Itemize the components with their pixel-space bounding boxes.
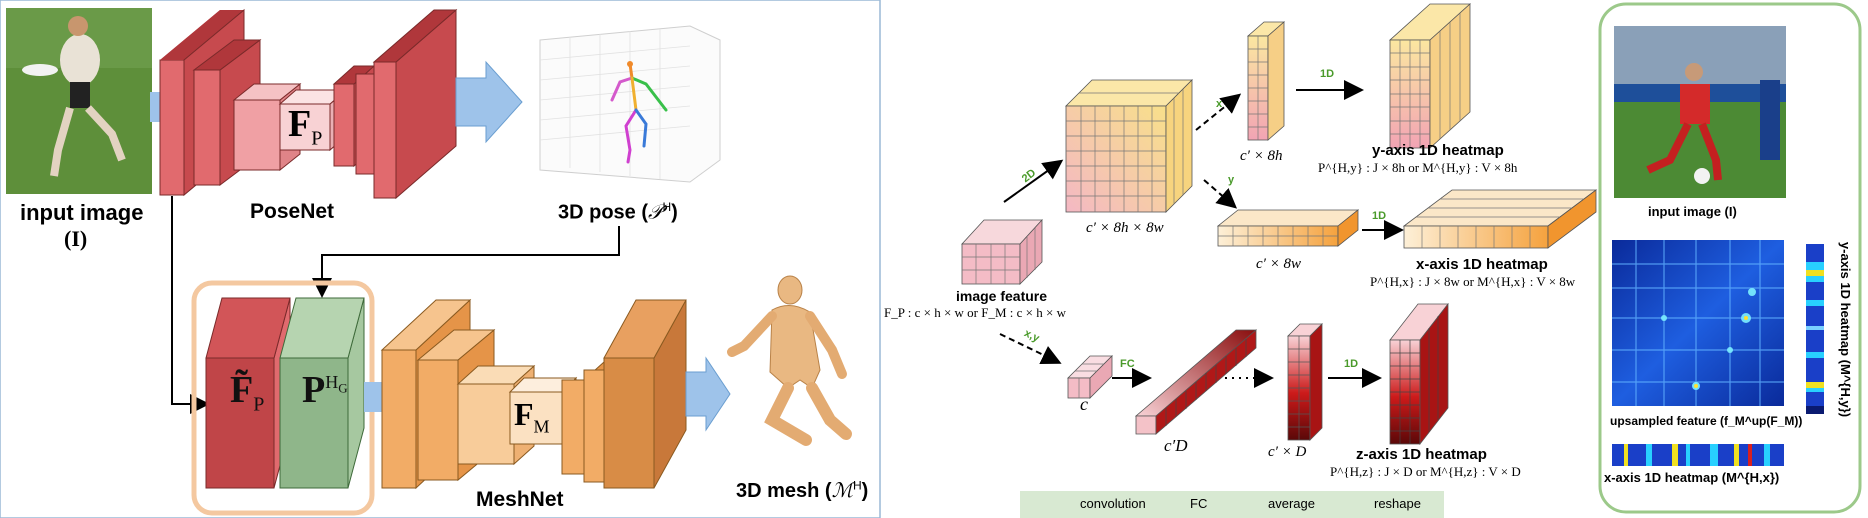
x-axis-heatmap-strip (1612, 444, 1784, 466)
y-axis-heatmap-strip (1806, 244, 1824, 414)
cxD-label: c′ × D (1268, 444, 1307, 460)
right-input-image-label: input image (I) (1648, 204, 1737, 219)
edge-y-arrow (1203, 179, 1238, 209)
z-heatmap-title: z-axis 1D heatmap (1356, 446, 1487, 463)
x-row (1216, 209, 1360, 247)
left-panel (0, 0, 881, 518)
edge-1d-y-label: 1D (1320, 68, 1335, 80)
y-column (1246, 21, 1286, 141)
image-feature-label: image feature (956, 288, 1048, 304)
y-heatmap-title: y-axis 1D heatmap (1372, 142, 1504, 159)
z-heatmap-stack (1389, 302, 1449, 446)
x-heatmap-formula: P^{H,x} : J × 8w or M^{H,x} : V × 8w (1370, 274, 1576, 289)
x-heatmap-title: x-axis 1D heatmap (1416, 256, 1548, 273)
c-label: c (1080, 394, 1088, 414)
upsampled-feature-label: upsampled feature (f_M^up(F_M)) (1610, 414, 1803, 428)
volume-cube (1065, 79, 1193, 213)
cD-label: c′D (1164, 436, 1188, 455)
meshnet-output-arrow (685, 356, 731, 432)
phg-symbol: PHG (302, 369, 348, 411)
mesh3d-label: 3D mesh (ℳH) (736, 478, 869, 502)
edge-xy-arrow (999, 333, 1062, 365)
cxD-column (1287, 323, 1323, 441)
edge-1d-x-label: 1D (1372, 210, 1387, 222)
input-image-label: input image (20, 200, 144, 225)
fm-symbol: FM (514, 396, 550, 437)
y-heatmap-strip-label: y-axis 1D heatmap (M^{H,y}) (1838, 241, 1854, 418)
x-heatmap-strip-label: x-axis 1D heatmap (M^{H,x}) (1604, 470, 1780, 485)
y-heatmap-stack (1388, 3, 1472, 149)
x-row-label: c′ × 8w (1256, 256, 1302, 272)
legend (1020, 491, 1444, 518)
edge-y-label: y (1228, 174, 1235, 186)
image-feature-formula: F_P : c × h × w or F_M : c × h × w (884, 305, 1066, 320)
volume-label: c′ × 8h × 8w (1086, 220, 1164, 236)
fp-symbol: FP (288, 103, 323, 150)
pose3d-plot (539, 25, 721, 183)
posenet-blocks (159, 8, 458, 200)
meshnet-label: MeshNet (476, 488, 564, 511)
x-heatmap-stack (1402, 189, 1598, 249)
posenet-output-arrow (455, 60, 523, 144)
posenet-label: PoseNet (250, 200, 335, 223)
fp-tilde-symbol: F̃P (230, 369, 265, 416)
meshnet-blocks (380, 298, 687, 490)
concat-to-meshnet-arrow (364, 382, 384, 412)
soccer-photo (1614, 26, 1786, 198)
pose-feedback-connector (312, 226, 620, 298)
edge-x-label: x (1216, 98, 1223, 110)
cD-row (1134, 329, 1258, 435)
input-image-symbol: (I) (64, 226, 88, 251)
y-heatmap-formula: P^{H,y} : J × 8h or M^{H,y} : V × 8h (1318, 160, 1518, 175)
legend-average: average (1268, 496, 1315, 511)
input-image-photo (6, 8, 152, 194)
upsampled-feature-heatmap (1612, 240, 1784, 406)
edge-2d-arrow (1003, 159, 1064, 203)
c-cube (1067, 355, 1113, 399)
phg-block (279, 297, 365, 489)
legend-convolution: convolution (1080, 496, 1146, 511)
middle-panel (961, 3, 1598, 514)
legend-fc: FC (1190, 496, 1208, 511)
legend-reshape: reshape (1374, 496, 1421, 511)
edge-x-arrow (1195, 93, 1242, 131)
z-heatmap-formula: P^{H,z} : J × D or M^{H,z} : V × D (1330, 464, 1521, 479)
right-panel (1598, 2, 1862, 514)
edge-1d-z-label: 1D (1344, 358, 1359, 370)
pose3d-label: 3D pose (𝒫H) (558, 200, 678, 224)
image-feature-cube (961, 218, 1043, 285)
y-column-label: c′ × 8h (1240, 148, 1283, 164)
mesh3d-figure (727, 275, 852, 446)
edge-fc-label: FC (1120, 358, 1135, 370)
